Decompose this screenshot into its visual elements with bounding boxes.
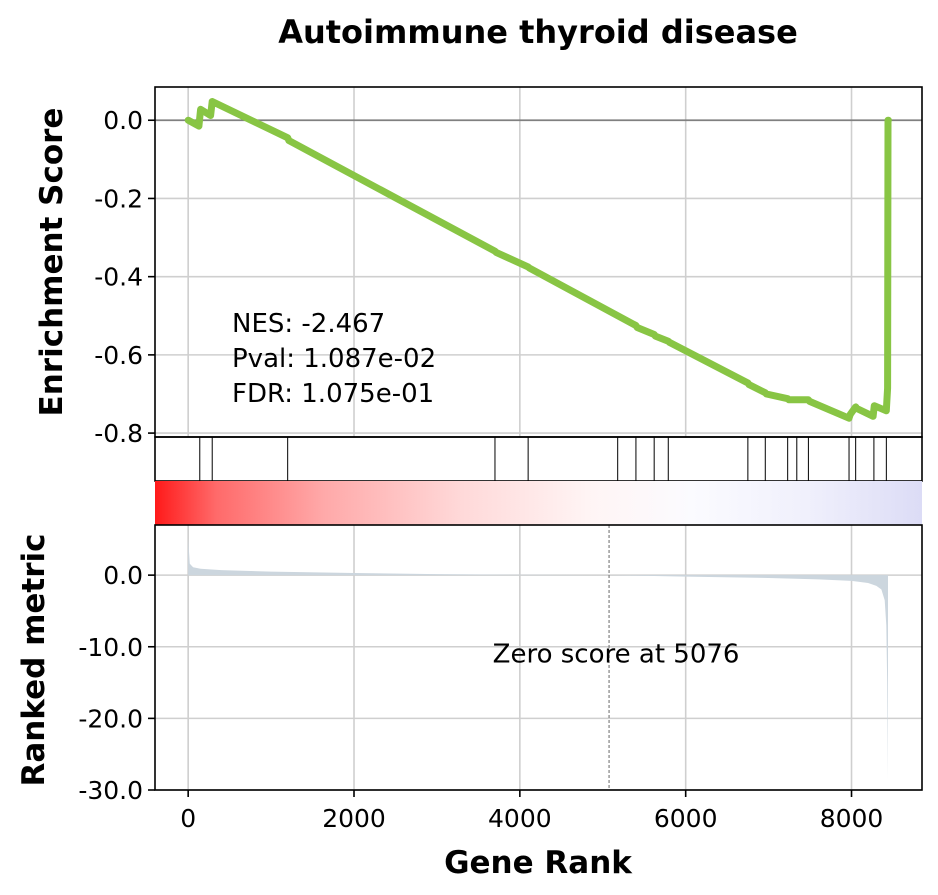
es-y-tick-label: 0.0	[103, 106, 143, 135]
x-tick-label: 4000	[488, 804, 552, 833]
es-y-ticks: 0.0 -0.2 -0.4 -0.6 -0.8	[94, 106, 155, 448]
pval-annotation: Pval: 1.087e-02	[232, 344, 436, 374]
es-y-tick-label: -0.8	[94, 419, 143, 448]
es-y-tick-label: -0.4	[94, 263, 143, 292]
enrichment-score-line	[184, 98, 892, 422]
es-y-axis-label: Enrichment Score	[34, 108, 70, 417]
x-tick-label: 2000	[322, 804, 386, 833]
x-tick-label: 8000	[820, 804, 884, 833]
enrichment-score-panel: 0.0 -0.2 -0.4 -0.6 -0.8 NES: -2.467 Pval: 1.…	[34, 86, 923, 448]
rank-colorbar	[155, 481, 922, 525]
rm-y-axis-label: Ranked metric	[16, 533, 52, 786]
x-axis-ticks: 0 2000 4000 6000 8000	[180, 790, 883, 833]
ranked-metric-panel: Zero score at 5076 0.0 -10.0 -20.0 -30.0 0 2…	[16, 524, 923, 881]
rm-y-tick-label: -20.0	[78, 704, 143, 733]
x-tick-label: 0	[180, 804, 196, 833]
zero-score-annotation: Zero score at 5076	[493, 640, 740, 670]
rm-y-tick-label: 0.0	[103, 561, 143, 590]
rm-y-ticks: 0.0 -10.0 -20.0 -30.0	[78, 561, 155, 805]
es-y-tick-label: -0.2	[94, 184, 143, 213]
fdr-annotation: FDR: 1.075e-01	[232, 379, 434, 409]
gene-hit-lines	[199, 437, 887, 481]
gene-hits-panel	[154, 436, 923, 482]
rm-axes-frame	[154, 524, 923, 791]
nes-annotation: NES: -2.467	[232, 309, 385, 339]
es-y-tick-label: -0.6	[94, 341, 143, 370]
rm-y-gridlines	[155, 574, 922, 791]
chart-title: Autoimmune thyroid disease	[278, 13, 798, 51]
hits-axes-frame	[154, 436, 923, 482]
x-axis-label: Gene Rank	[444, 845, 633, 881]
rm-y-tick-label: -10.0	[78, 633, 143, 662]
rm-x-gridlines	[187, 525, 853, 790]
x-tick-label: 6000	[654, 804, 718, 833]
rm-y-tick-label: -30.0	[78, 776, 143, 805]
